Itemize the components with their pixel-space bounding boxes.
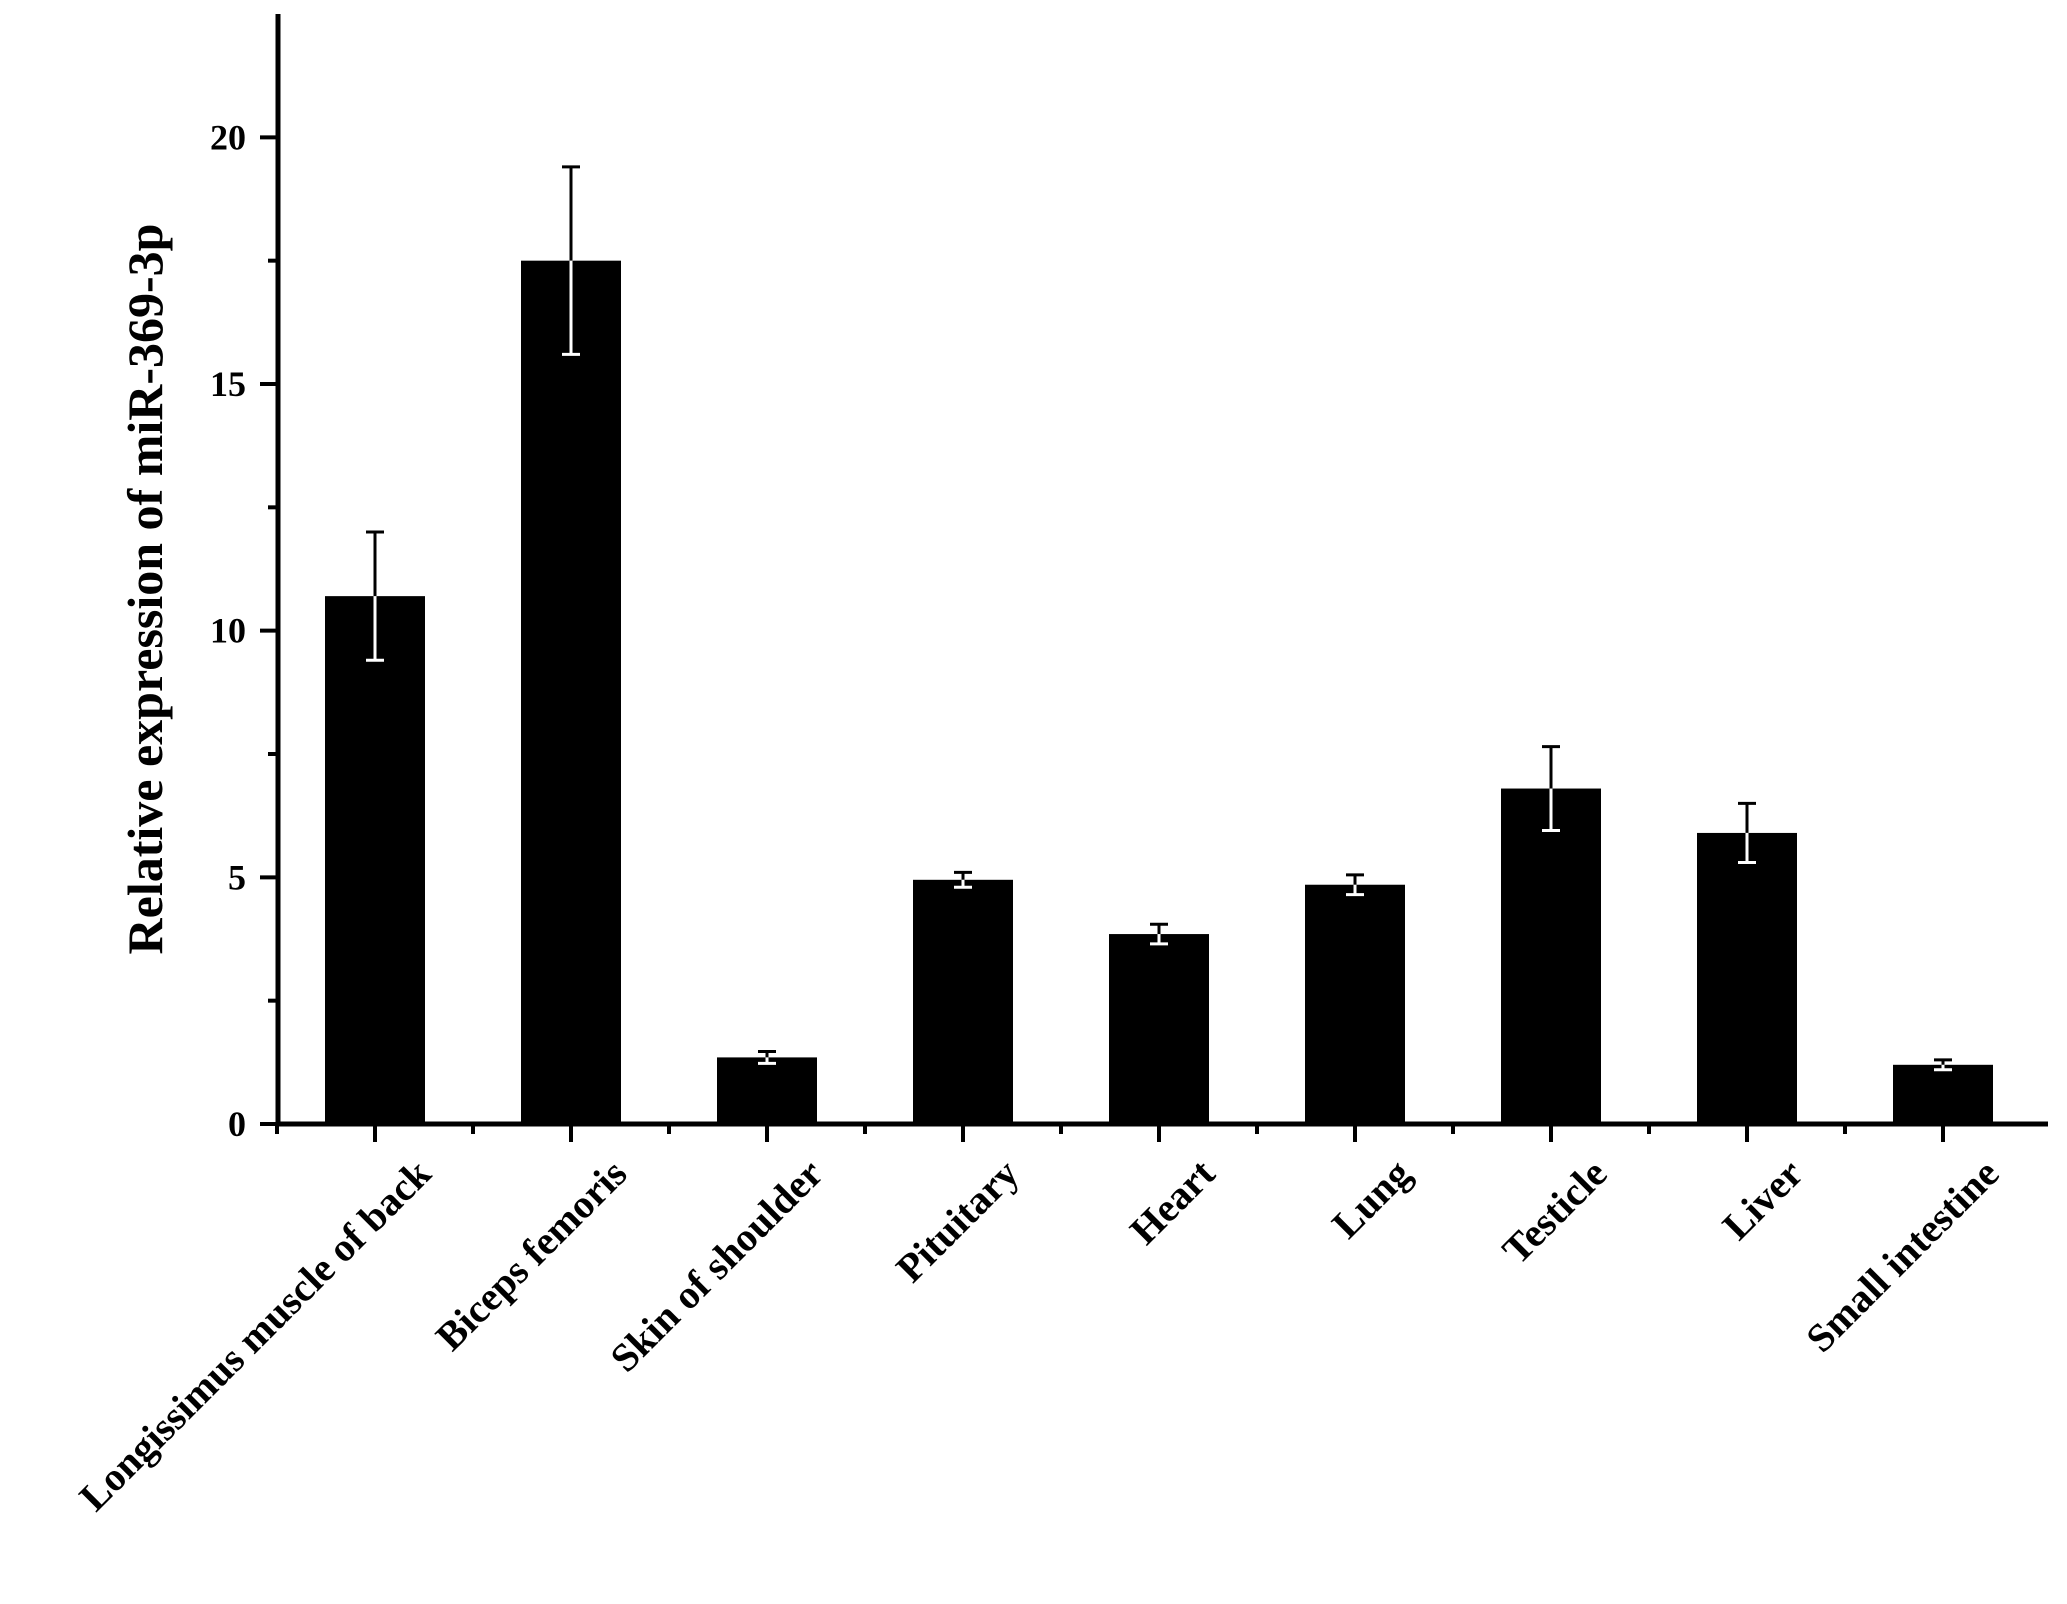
error-bar bbox=[1738, 801, 1756, 865]
bar bbox=[1893, 1064, 1993, 1124]
bar bbox=[325, 596, 425, 1124]
x-category-label: Skin of shoulder bbox=[601, 1151, 831, 1381]
bar bbox=[717, 1057, 817, 1124]
error-bar bbox=[1934, 1058, 1952, 1072]
x-category-label: Liver bbox=[1714, 1151, 1812, 1249]
x-category-label: Lung bbox=[1323, 1151, 1419, 1247]
error-bar bbox=[1346, 873, 1364, 897]
bar bbox=[1697, 832, 1797, 1124]
y-tick-label: 20 bbox=[210, 117, 246, 157]
error-bar bbox=[366, 530, 384, 662]
x-category-label: Testicle bbox=[1493, 1151, 1615, 1273]
x-category-label: Longissimus muscle of back bbox=[70, 1150, 439, 1519]
y-tick-label: 5 bbox=[228, 857, 246, 897]
error-bar bbox=[1150, 922, 1168, 946]
y-tick-label: 0 bbox=[228, 1104, 246, 1144]
error-bar bbox=[954, 870, 972, 889]
error-bar bbox=[562, 165, 580, 356]
bar bbox=[1305, 884, 1405, 1124]
error-bar bbox=[758, 1049, 776, 1065]
x-category-label: Biceps femoris bbox=[427, 1151, 636, 1360]
y-tick-label: 10 bbox=[210, 611, 246, 651]
bar bbox=[521, 260, 621, 1125]
bars-group bbox=[325, 260, 1993, 1125]
x-category-label: Small intestine bbox=[1797, 1151, 2007, 1361]
x-category-label: Heart bbox=[1121, 1150, 1224, 1253]
y-ticks-group: 0 5 10 15 20 bbox=[210, 117, 278, 1144]
bar bbox=[1109, 934, 1209, 1124]
bar bbox=[913, 879, 1013, 1124]
x-category-label: Pituitary bbox=[887, 1151, 1027, 1291]
y-tick-label: 15 bbox=[210, 364, 246, 404]
error-bars-group bbox=[366, 165, 1952, 1072]
error-bar bbox=[1542, 745, 1560, 832]
y-axis-label: Relative expression of miR-369-3p bbox=[117, 224, 173, 955]
bar bbox=[1501, 788, 1601, 1124]
